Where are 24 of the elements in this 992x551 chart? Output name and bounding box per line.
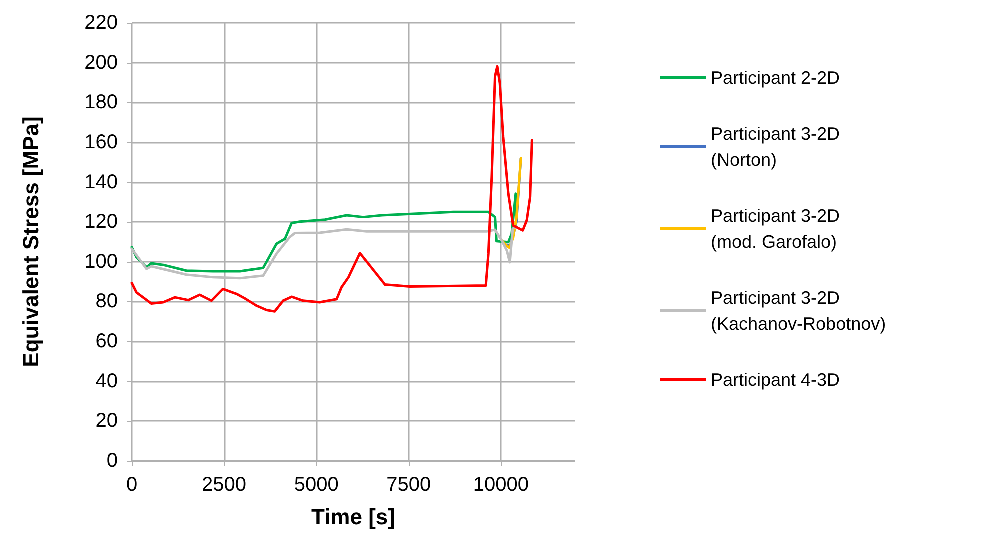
y-tick-label: 180 (84, 92, 118, 114)
legend-label: Participant 3-2D (mod. Garofalo) (711, 206, 840, 252)
y-axis-title: Equivalent Stress [MPa] (18, 116, 44, 368)
y-tick-label: 0 (106, 450, 118, 472)
y-tick-label: 220 (84, 12, 118, 34)
legend-label: Participant 2-2D (711, 68, 840, 88)
y-tick-label: 40 (96, 370, 118, 392)
x-tick-label: 10000 (473, 474, 529, 496)
y-tick-label: 80 (96, 290, 118, 313)
y-tick-label: 100 (84, 250, 118, 273)
y-tick-label: 20 (96, 410, 118, 432)
legend-label: Participant 3-2D (Kachanov-Robotnov) (711, 288, 886, 334)
y-tick-label: 60 (96, 330, 118, 353)
x-tick-label: 0 (126, 474, 138, 496)
y-tick-label: 160 (84, 131, 118, 154)
legend-label: Participant 4-3D (711, 370, 840, 390)
x-tick-label: 7500 (386, 474, 432, 496)
y-tick-label: 120 (84, 211, 118, 234)
x-tick-label: 5000 (294, 474, 339, 496)
y-tick-label: 200 (84, 52, 118, 74)
legend-label: Participant 3-2D (Norton) (711, 124, 840, 170)
x-axis-title: Time [s] (312, 504, 396, 530)
x-tick-label: 2500 (202, 474, 247, 496)
y-tick-label: 140 (84, 171, 118, 194)
